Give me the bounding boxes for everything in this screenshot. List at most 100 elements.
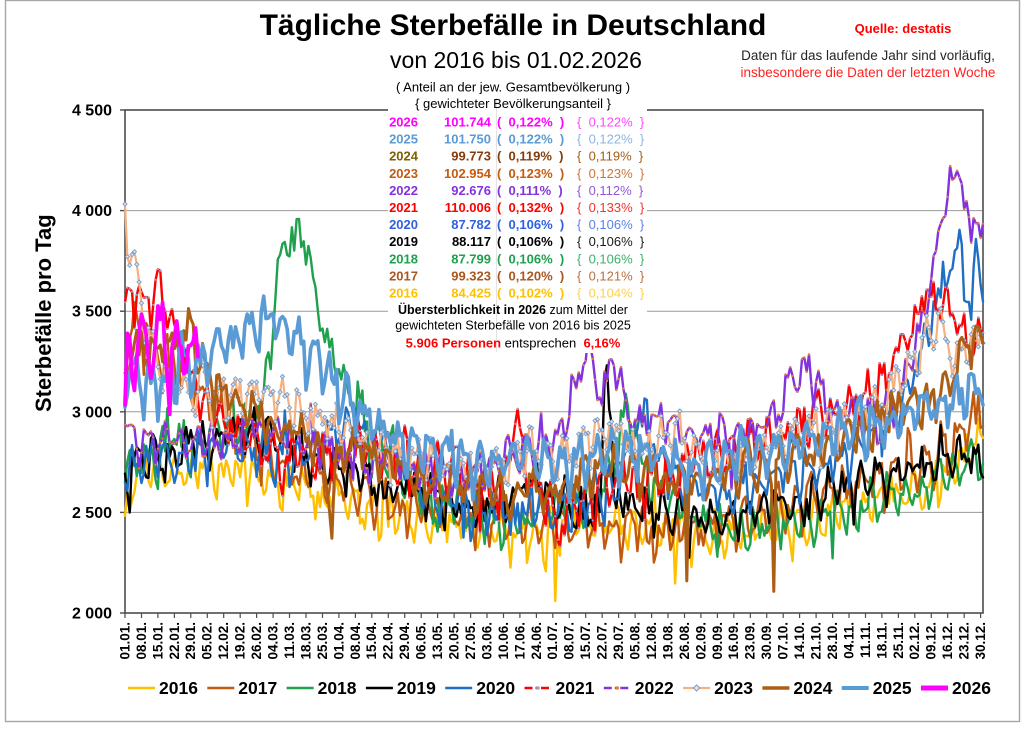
svg-text:{ 0,122% }: { 0,122% } (577, 115, 645, 130)
svg-text:99.773: 99.773 (451, 149, 491, 164)
svg-text:07.10.: 07.10. (776, 622, 791, 660)
svg-text:23.09.: 23.09. (743, 622, 758, 660)
svg-text:2024: 2024 (389, 149, 419, 164)
svg-text:2026: 2026 (952, 678, 991, 698)
svg-text:2 000: 2 000 (72, 606, 112, 623)
svg-text:05.02.: 05.02. (200, 622, 215, 660)
svg-text:26.02.: 26.02. (249, 622, 264, 660)
svg-text:Sterbefälle pro Tag: Sterbefälle pro Tag (31, 214, 56, 412)
svg-text:2018: 2018 (389, 251, 418, 266)
svg-text:16.12.: 16.12. (940, 622, 955, 660)
svg-text:( Anteil an der jew. Gesamtbev: ( Anteil an der jew. Gesamtbevölkerung ) (396, 80, 630, 95)
svg-text:15.04.: 15.04. (364, 622, 379, 660)
svg-text:06.05.: 06.05. (414, 622, 429, 660)
svg-text:29.07.: 29.07. (611, 622, 626, 660)
svg-text:16.09.: 16.09. (726, 622, 741, 660)
svg-text:87.799: 87.799 (451, 251, 491, 266)
svg-text:{ 0,121% }: { 0,121% } (577, 268, 645, 283)
svg-text:99.323: 99.323 (451, 268, 491, 283)
svg-text:insbesondere die Daten der let: insbesondere die Daten der letzten Woche (741, 65, 996, 80)
svg-text:01.07.: 01.07. (545, 622, 560, 660)
svg-text:5.906 Personen entsprechen 6,: 5.906 Personen entsprechen 6,16% (406, 336, 621, 351)
svg-text:2023: 2023 (714, 678, 753, 698)
svg-text:2 500: 2 500 (72, 505, 112, 522)
svg-text:20.05.: 20.05. (447, 622, 462, 660)
svg-text:{ 0,122% }: { 0,122% } (577, 132, 645, 147)
svg-text:Tägliche Sterbefälle in Deutsc: Tägliche Sterbefälle in Deutschland (260, 9, 767, 42)
svg-text:( 0,102% ): ( 0,102% ) (497, 286, 564, 301)
svg-text:05.08.: 05.08. (628, 622, 643, 660)
svg-text:08.04.: 08.04. (348, 622, 363, 660)
svg-text:gewichteten Sterbefälle von 20: gewichteten Sterbefälle von 2016 bis 202… (395, 319, 631, 333)
svg-text:04.03.: 04.03. (266, 622, 281, 660)
svg-text:22.07.: 22.07. (595, 622, 610, 660)
svg-text:24.06.: 24.06. (529, 622, 544, 660)
svg-text:( 0,122% ): ( 0,122% ) (497, 132, 564, 147)
svg-text:2025: 2025 (389, 132, 418, 147)
svg-text:110.006: 110.006 (445, 200, 491, 215)
svg-text:( 0,122% ): ( 0,122% ) (497, 115, 564, 130)
svg-text:18.11.: 18.11. (874, 622, 889, 659)
svg-text:2021: 2021 (389, 200, 418, 215)
svg-text:( 0,123% ): ( 0,123% ) (497, 166, 564, 181)
svg-text:2018: 2018 (318, 678, 357, 698)
svg-text:01.01.: 01.01. (117, 622, 132, 660)
svg-text:12.08.: 12.08. (644, 622, 659, 660)
svg-text:{ 0,106% }: { 0,106% } (577, 217, 645, 232)
svg-text:2016: 2016 (159, 678, 198, 698)
svg-text:( 0,106% ): ( 0,106% ) (497, 234, 564, 249)
svg-text:25.03.: 25.03. (315, 622, 330, 660)
svg-text:3 500: 3 500 (72, 304, 112, 321)
svg-text:{ 0,119% }: { 0,119% } (577, 149, 644, 164)
svg-text:12.02.: 12.02. (216, 622, 231, 660)
svg-text:84.425: 84.425 (451, 286, 491, 301)
svg-text:2024: 2024 (793, 678, 832, 698)
svg-text:22.04.: 22.04. (381, 622, 396, 660)
svg-text:08.01.: 08.01. (134, 622, 149, 660)
svg-text:{ gewichteter Bevölkerungsante: { gewichteter Bevölkerungsanteil } (415, 96, 612, 111)
svg-text:101.750: 101.750 (444, 132, 491, 147)
svg-text:09.12.: 09.12. (924, 622, 939, 660)
svg-text:von 2016 bis 01.02.2026: von 2016 bis 01.02.2026 (390, 47, 642, 73)
svg-text:Daten für das laufende Jahr si: Daten für das laufende Jahr sind vorläuf… (741, 48, 995, 63)
svg-text:88.117: 88.117 (452, 234, 491, 249)
svg-text:19.02.: 19.02. (233, 622, 248, 660)
svg-text:2020: 2020 (389, 217, 418, 232)
svg-text:( 0,106% ): ( 0,106% ) (497, 217, 564, 232)
svg-text:13.05.: 13.05. (430, 622, 445, 660)
svg-text:19.08.: 19.08. (660, 622, 675, 660)
svg-text:15.07.: 15.07. (578, 622, 593, 660)
svg-text:3 000: 3 000 (72, 404, 112, 421)
svg-text:( 0,106% ): ( 0,106% ) (497, 251, 564, 266)
svg-text:2023: 2023 (389, 166, 418, 181)
svg-text:{ 0,104% }: { 0,104% } (577, 286, 645, 301)
svg-text:2026: 2026 (389, 115, 418, 130)
svg-text:2019: 2019 (397, 678, 436, 698)
svg-text:2022: 2022 (635, 678, 674, 698)
svg-text:2017: 2017 (238, 678, 277, 698)
svg-text:11.11.: 11.11. (858, 622, 873, 658)
svg-text:08.07.: 08.07. (562, 622, 577, 660)
svg-text:Übersterblichkeit in 2026 zum: Übersterblichkeit in 2026 zum Mittel der (398, 302, 628, 317)
svg-text:( 0,132% ): ( 0,132% ) (497, 200, 564, 215)
svg-text:4 500: 4 500 (72, 103, 112, 120)
svg-text:17.06.: 17.06. (512, 622, 527, 660)
svg-text:{ 0,112% }: { 0,112% } (577, 183, 644, 198)
svg-text:92.676: 92.676 (451, 183, 491, 198)
svg-text:2025: 2025 (873, 678, 912, 698)
svg-text:4 000: 4 000 (72, 203, 112, 220)
svg-text:{ 0,106% }: { 0,106% } (577, 251, 645, 266)
svg-text:18.03.: 18.03. (298, 622, 313, 660)
svg-text:{ 0,133% }: { 0,133% } (577, 200, 645, 215)
svg-text:23.12.: 23.12. (957, 622, 972, 660)
svg-text:30.09.: 30.09. (759, 622, 774, 660)
svg-text:{ 0,106% }: { 0,106% } (577, 234, 645, 249)
svg-text:21.10.: 21.10. (809, 622, 824, 660)
svg-text:( 0,111% ): ( 0,111% ) (497, 183, 563, 198)
svg-text:14.10.: 14.10. (792, 622, 807, 660)
svg-text:29.04.: 29.04. (397, 622, 412, 660)
svg-text:101.744: 101.744 (444, 115, 492, 130)
svg-text:09.09.: 09.09. (710, 622, 725, 660)
svg-text:( 0,120% ): ( 0,120% ) (497, 268, 564, 283)
svg-text:2021: 2021 (556, 678, 595, 698)
